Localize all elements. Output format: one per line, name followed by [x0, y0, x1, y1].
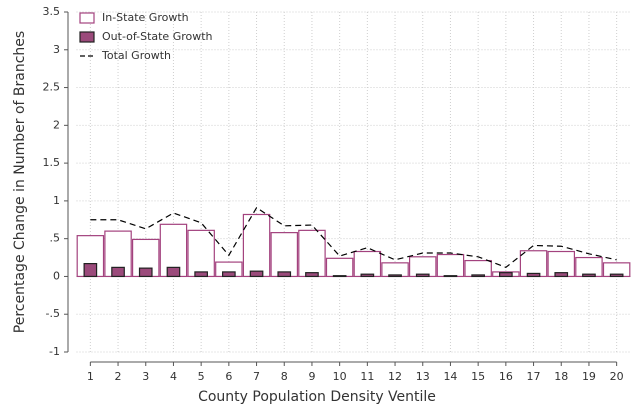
bar [222, 271, 236, 278]
x-tick-label: 10 [333, 370, 347, 383]
x-tick-label: 19 [582, 370, 596, 383]
y-tick-label: .5 [50, 232, 61, 245]
bar [325, 257, 354, 278]
x-tick-label: 16 [499, 370, 513, 383]
legend-swatch [79, 12, 95, 24]
bar [298, 229, 326, 278]
bar [353, 250, 382, 278]
bar [415, 273, 430, 278]
y-tick-label: 3 [53, 43, 60, 56]
legend-swatch [79, 31, 95, 43]
line [90, 206, 617, 269]
bar [305, 272, 319, 278]
y-tick-label: 3.5 [43, 5, 61, 18]
x-tick-label: 2 [115, 370, 122, 383]
bar [83, 263, 98, 278]
bar [242, 213, 271, 278]
bar [360, 273, 375, 278]
x-tick-label: 7 [253, 370, 260, 383]
y-tick-label: 2 [53, 118, 60, 131]
x-tick-label: 8 [281, 370, 288, 383]
x-tick-label: 4 [170, 370, 177, 383]
bar [582, 273, 596, 278]
y-axis-label: Percentage Change in Number of Branches [12, 31, 28, 333]
x-tick-label: 14 [443, 370, 457, 383]
y-tick-label: 1 [53, 194, 60, 207]
y-tick-label: 1.5 [43, 156, 61, 169]
bar [270, 232, 299, 278]
bar [249, 270, 264, 278]
x-tick-label: 1 [87, 370, 94, 383]
bar [499, 272, 513, 278]
x-tick-label: 20 [610, 370, 624, 383]
y-tick-label: 0 [53, 269, 60, 282]
x-tick-label: 11 [360, 370, 374, 383]
bar [277, 271, 292, 278]
y-tick-label: -1 [49, 345, 60, 358]
bar [464, 259, 492, 278]
x-tick-label: 6 [225, 370, 232, 383]
bar [554, 272, 569, 278]
legend-label: In-State Growth [102, 11, 189, 24]
bar [138, 267, 153, 278]
bar [408, 256, 437, 278]
y-tick-label: -.5 [46, 307, 60, 320]
legend-label: Out-of-State Growth [102, 30, 213, 43]
x-tick-label: 15 [471, 370, 485, 383]
bar [519, 250, 548, 278]
bar [194, 271, 208, 278]
bar [187, 229, 215, 278]
bar [471, 274, 485, 278]
bar [388, 274, 402, 278]
bar [111, 266, 125, 278]
bar [166, 266, 181, 278]
x-tick-label: 9 [308, 370, 315, 383]
y-tick-label: 2.5 [43, 81, 61, 94]
bar [332, 275, 347, 278]
x-tick-label: 3 [142, 370, 149, 383]
x-axis-label: County Population Density Ventile [198, 389, 436, 405]
x-tick-label: 17 [527, 370, 541, 383]
x-tick-label: 12 [388, 370, 402, 383]
x-tick-label: 18 [554, 370, 568, 383]
bar [526, 272, 541, 278]
bar [443, 275, 458, 278]
bar [436, 253, 465, 278]
x-tick-label: 13 [416, 370, 430, 383]
x-tick-label: 5 [198, 370, 205, 383]
legend-label: Total Growth [101, 49, 171, 62]
bar [609, 273, 624, 278]
